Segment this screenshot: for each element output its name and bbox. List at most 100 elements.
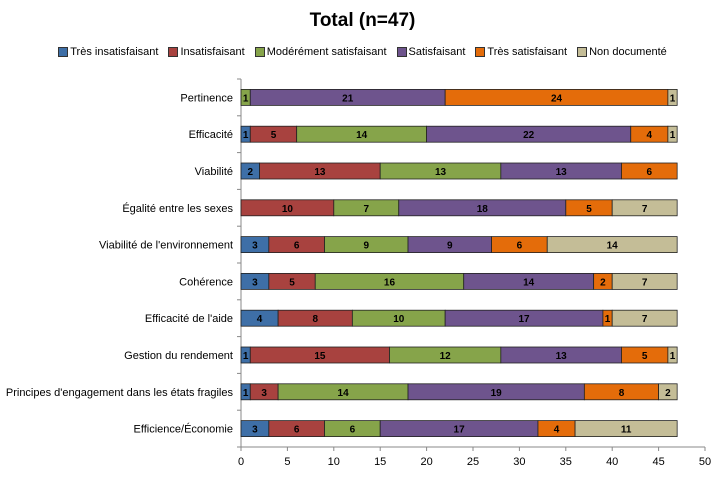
- x-tick-label: 35: [560, 456, 572, 468]
- data-label: 6: [294, 425, 300, 436]
- category-label: Gestion du rendement: [124, 350, 233, 362]
- data-label: 1: [243, 388, 249, 399]
- bar-segment: [667, 346, 678, 364]
- legend-swatch: [254, 47, 265, 57]
- data-label: 6: [294, 241, 300, 252]
- bar-segment: [611, 272, 678, 290]
- data-label: 9: [447, 241, 453, 252]
- category-label: Efficacité de l'aide: [145, 313, 233, 325]
- data-label: 1: [605, 314, 611, 325]
- x-tick-label: 30: [513, 456, 525, 468]
- legend-item: Très insatisfaisant: [58, 46, 158, 58]
- bar-segment: [667, 125, 678, 143]
- data-label: 3: [252, 425, 258, 436]
- data-label: 2: [665, 388, 671, 399]
- data-label: 7: [363, 204, 369, 215]
- data-label: 7: [642, 204, 648, 215]
- x-tick-label: 20: [420, 456, 432, 468]
- category-label: Efficience/Économie: [134, 423, 233, 436]
- data-label: 2: [247, 167, 253, 178]
- legend-label: Modérément satisfaisant: [266, 46, 387, 58]
- data-label: 8: [619, 388, 625, 399]
- data-label: 4: [554, 425, 560, 436]
- category-label: Égalité entre les sexes: [122, 202, 233, 215]
- data-label: 22: [523, 130, 535, 141]
- x-tick-label: 15: [374, 456, 386, 468]
- legend: Très insatisfaisant Insatisfaisant Modérém…: [0, 46, 725, 58]
- data-label: 13: [435, 167, 447, 178]
- legend-label: Non documenté: [589, 46, 667, 58]
- data-label: 2: [600, 277, 606, 288]
- data-label: 1: [670, 93, 676, 104]
- legend-item: Satisfaisant: [396, 46, 466, 58]
- x-tick-label: 25: [467, 456, 479, 468]
- data-label: 9: [363, 241, 369, 252]
- data-label: 14: [356, 130, 368, 141]
- x-tick-label: 10: [328, 456, 340, 468]
- legend-swatch: [168, 47, 179, 57]
- category-label: Efficacité: [189, 129, 233, 141]
- x-tick-label: 40: [606, 456, 618, 468]
- legend-swatch: [475, 47, 486, 57]
- data-label: 1: [243, 130, 249, 141]
- data-label: 15: [314, 351, 326, 362]
- data-label: 7: [642, 314, 648, 325]
- data-label: 17: [518, 314, 530, 325]
- data-label: 5: [271, 130, 277, 141]
- legend-label: Satisfaisant: [408, 46, 466, 58]
- data-label: 5: [289, 277, 295, 288]
- data-label: 1: [243, 93, 249, 104]
- data-label: 8: [312, 314, 318, 325]
- data-label: 14: [607, 241, 619, 252]
- data-label: 12: [440, 351, 452, 362]
- legend-swatch: [396, 47, 407, 57]
- x-tick-label: 50: [699, 456, 711, 468]
- data-label: 17: [454, 425, 466, 436]
- data-label: 13: [556, 351, 568, 362]
- bar-segment: [546, 236, 678, 254]
- data-label: 6: [647, 167, 653, 178]
- x-tick-label: 0: [238, 456, 244, 468]
- data-label: 6: [350, 425, 356, 436]
- data-label: 13: [314, 167, 326, 178]
- data-label: 5: [642, 351, 648, 362]
- data-label: 14: [523, 277, 535, 288]
- data-label: 21: [342, 93, 354, 104]
- bar-segment: [611, 309, 678, 327]
- data-label: 19: [491, 388, 503, 399]
- legend-item: Non documenté: [577, 46, 667, 58]
- data-label: 1: [243, 351, 249, 362]
- category-label: Viabilité: [195, 166, 233, 178]
- bar-segment: [667, 89, 678, 106]
- legend-label: Insatisfaisant: [180, 46, 245, 58]
- data-label: 11: [621, 425, 632, 436]
- legend-item: Insatisfaisant: [168, 46, 245, 58]
- bar-segment: [621, 162, 678, 180]
- legend-swatch: [58, 47, 69, 57]
- data-label: 4: [257, 314, 263, 325]
- data-label: 16: [384, 277, 396, 288]
- data-label: 10: [282, 204, 294, 215]
- chart-title: Total (n=47): [309, 10, 416, 31]
- data-label: 1: [670, 130, 676, 141]
- data-label: 10: [393, 314, 405, 325]
- data-label: 5: [586, 204, 592, 215]
- data-label: 24: [551, 93, 563, 104]
- data-label: 4: [647, 130, 653, 141]
- legend-item: Très satisfaisant: [475, 46, 567, 58]
- category-label: Pertinence: [180, 92, 233, 104]
- data-label: 14: [338, 388, 350, 399]
- bar-segment: [574, 420, 678, 438]
- x-tick-label: 5: [284, 456, 290, 468]
- data-label: 3: [261, 388, 267, 399]
- legend-swatch: [577, 47, 588, 57]
- legend-item: Modérément satisfaisant: [254, 46, 387, 58]
- category-label: Cohérence: [179, 276, 233, 288]
- data-label: 3: [252, 277, 258, 288]
- category-label: Viabilité de l'environnement: [99, 240, 233, 252]
- legend-label: Très insatisfaisant: [70, 46, 159, 58]
- data-label: 3: [252, 241, 258, 252]
- bar-segment: [611, 199, 678, 217]
